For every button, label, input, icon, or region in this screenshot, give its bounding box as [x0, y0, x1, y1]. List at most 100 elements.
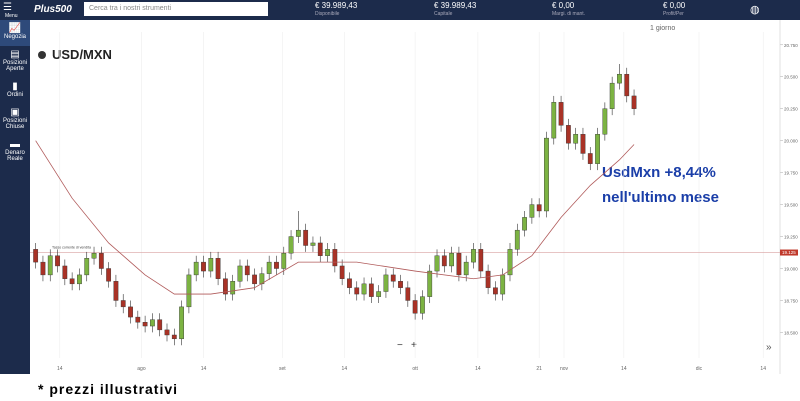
- candle-body: [106, 268, 112, 282]
- candle-body: [252, 274, 257, 285]
- candle-body: [230, 281, 236, 295]
- y-tick-label: 20.750: [784, 43, 798, 48]
- info-icon[interactable]: [38, 51, 46, 59]
- candle-body: [157, 319, 163, 331]
- footer-note: * prezzi illustrativi: [38, 381, 179, 397]
- candle-body: [69, 278, 75, 285]
- zoom-in[interactable]: +: [411, 340, 417, 351]
- x-tick-label: 14: [760, 366, 766, 372]
- candle-body: [164, 329, 170, 336]
- search-box[interactable]: Cerca tra i nostri strumenti: [84, 2, 268, 16]
- candle-body: [427, 270, 433, 297]
- candle-body: [62, 265, 68, 279]
- candle-body: [244, 265, 250, 276]
- candle-body: [325, 249, 330, 256]
- stat: € 39.989,43 Disponibile: [315, 2, 357, 18]
- current-price-label: 19.125: [782, 250, 796, 255]
- candle-body: [405, 287, 411, 301]
- candle-body: [478, 249, 484, 272]
- candle-body: [171, 334, 177, 340]
- scroll-right[interactable]: »: [766, 342, 772, 353]
- candle-body: [573, 134, 579, 144]
- logo: Plus500: [34, 4, 72, 15]
- candle-body: [609, 82, 615, 109]
- stat: € 0,00 Profit/Per: [663, 2, 685, 18]
- candle-body: [237, 265, 243, 282]
- y-tick-label: 20.500: [784, 75, 798, 80]
- candle-body: [361, 283, 367, 295]
- candle-body: [142, 322, 148, 327]
- nav-item[interactable]: 📈 Negozia: [0, 20, 30, 46]
- candle-body: [179, 306, 184, 340]
- candle-body: [215, 258, 221, 279]
- candle-body: [390, 274, 396, 282]
- current-price-name: Tasso corrente di vendita: [52, 246, 91, 250]
- period-select[interactable]: 1 giorno: [650, 25, 675, 32]
- annotation: nell'ultimo mese: [602, 189, 719, 206]
- candle-body: [565, 125, 571, 144]
- candle-body: [471, 249, 476, 263]
- x-tick-label: 14: [475, 366, 481, 372]
- x-tick-label: 14: [57, 366, 63, 372]
- candle-body: [420, 296, 425, 314]
- candle-body: [441, 255, 447, 267]
- candle-body: [91, 252, 97, 259]
- candle-body: [77, 274, 82, 285]
- candle-body: [398, 281, 403, 288]
- y-tick-label: 19.500: [784, 203, 798, 208]
- nav-item[interactable]: ▣ Posizioni Chiuse: [2, 107, 27, 130]
- menu-label[interactable]: Menu: [5, 13, 18, 19]
- candle-body: [522, 217, 527, 231]
- candle-body: [150, 319, 155, 327]
- nav-label: Posizioni Chiuse: [2, 118, 27, 130]
- stat-label: Profit/Per: [663, 11, 684, 17]
- candle-body: [295, 229, 301, 237]
- candle-body: [580, 134, 586, 154]
- stat-label: Capitale: [434, 11, 453, 17]
- candle-body: [310, 242, 316, 246]
- globe-icon[interactable]: ◍: [750, 4, 760, 16]
- candle-body: [201, 261, 206, 272]
- zoom-out[interactable]: −: [397, 340, 403, 351]
- candle-body: [434, 255, 440, 272]
- nav-item[interactable]: ▬ Denaro Reale: [5, 139, 25, 162]
- x-tick-label: ott: [412, 366, 418, 372]
- candle-body: [288, 236, 294, 254]
- candle-body: [536, 204, 542, 212]
- stat: € 0,00 Margi. di mant.: [552, 2, 585, 18]
- candle-body: [412, 300, 418, 314]
- x-tick-label: 14: [342, 366, 348, 372]
- stat-value: € 0,00: [663, 1, 686, 10]
- candle-body: [208, 258, 214, 272]
- candle-body: [587, 153, 593, 164]
- candle-body: [274, 261, 279, 269]
- candle-body: [33, 249, 39, 263]
- candle-body: [332, 249, 338, 267]
- candle-body: [222, 278, 228, 295]
- stat-label: Disponibile: [315, 11, 340, 17]
- candle-body: [266, 261, 272, 274]
- x-tick-label: 21: [536, 366, 542, 372]
- candle-body: [617, 73, 622, 84]
- nav-item[interactable]: ▤ Posizioni Aperte: [2, 49, 27, 72]
- chart-title: USD/MXN: [52, 47, 112, 62]
- candle-body: [339, 265, 345, 279]
- candle-body: [303, 229, 309, 246]
- nav-label: Negozia: [3, 34, 26, 40]
- x-tick-label: nov: [560, 366, 569, 372]
- stat-label: Margi. di mant.: [552, 11, 586, 17]
- candle-body: [368, 283, 374, 297]
- sidebar: 📈 Negozia ▤ Posizioni Aperte ▮ Ordini ▣ Posi…: [0, 20, 30, 374]
- nav-item[interactable]: ▮ Ordini: [6, 81, 23, 98]
- chart: USD/MXN 1 giorno UsdMxn +8,44% nell'ulti…: [30, 20, 800, 374]
- candle-body: [186, 274, 192, 308]
- y-tick-label: 20.000: [784, 139, 798, 144]
- candle-body: [135, 316, 141, 323]
- candle-body: [493, 287, 498, 295]
- stat-value: € 39.989,43: [315, 1, 358, 10]
- y-tick-label: 19.250: [784, 235, 798, 240]
- menu-icon[interactable]: ☰: [3, 2, 12, 13]
- candle-body: [631, 95, 637, 109]
- candle-body: [55, 255, 60, 267]
- current-price-tag: [780, 249, 798, 256]
